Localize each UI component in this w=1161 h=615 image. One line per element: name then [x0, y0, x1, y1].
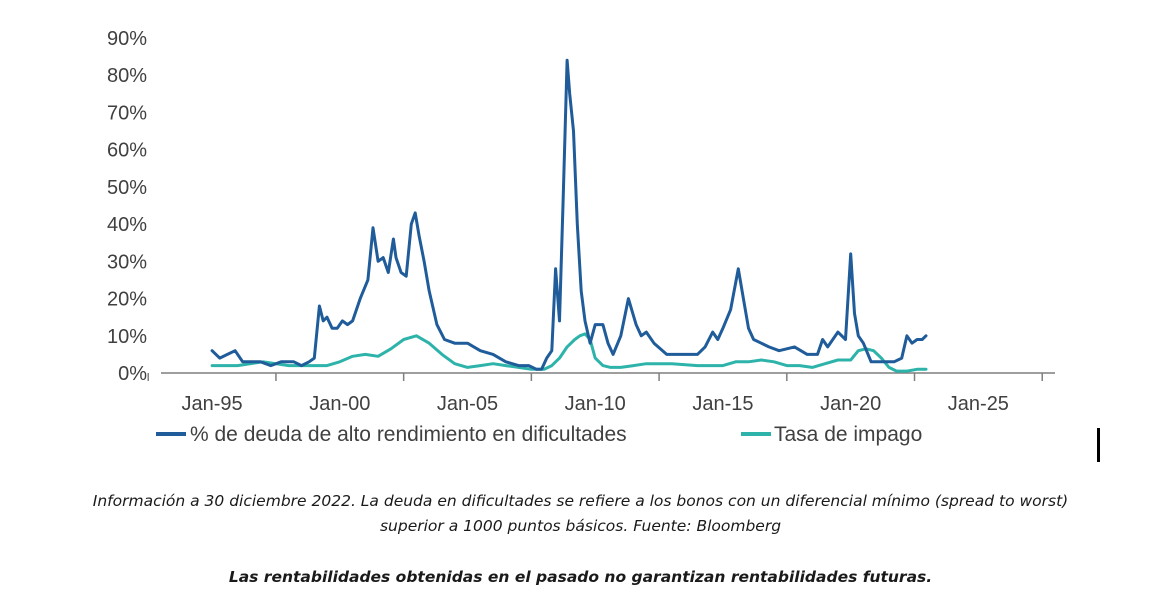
legend-label: Tasa de impago	[774, 423, 922, 446]
x-tick-label: Jan-05	[437, 393, 498, 415]
y-tick-label: 80%	[107, 65, 147, 87]
x-tick-label: Jan-00	[309, 393, 370, 415]
y-tick-label: 20%	[107, 289, 147, 311]
legend-label: % de deuda de alto rendimiento en dificu…	[190, 423, 627, 446]
x-tick-label: Jan-95	[182, 393, 243, 415]
footnote-line-1: Información a 30 diciembre 2022. La deud…	[92, 492, 1069, 510]
disclaimer-text: Las rentabilidades obtenidas en el pasad…	[228, 568, 933, 586]
text-cursor-mark	[1097, 428, 1100, 462]
line-chart: 0% 10% 20% 30% 40% 50% 60% 70% 80% 90% Jan-95 Jan-0…	[107, 28, 1055, 446]
y-tick-label: 10%	[107, 326, 147, 348]
chart-footnote: Información a 30 diciembre 2022. La deud…	[20, 489, 1141, 539]
series-line-distressed-debt	[210, 58, 928, 371]
footnote-line-2: superior a 1000 puntos básicos. Fuente: …	[379, 517, 782, 535]
y-tick-label: 60%	[107, 140, 147, 162]
y-tick-label: 40%	[107, 214, 147, 236]
x-tick-label: Jan-15	[692, 393, 753, 415]
y-tick-label: 70%	[107, 102, 147, 124]
x-tick-label: Jan-10	[565, 393, 626, 415]
y-tick-label: 50%	[107, 177, 147, 199]
y-tick-label: 30%	[107, 251, 147, 273]
series-line-default-rate	[210, 332, 928, 373]
x-tick-label: Jan-20	[820, 393, 881, 415]
y-tick-label: 90%	[107, 28, 147, 50]
y-tick-label: 0%	[118, 363, 147, 385]
x-tick-label: Jan-25	[948, 393, 1009, 415]
